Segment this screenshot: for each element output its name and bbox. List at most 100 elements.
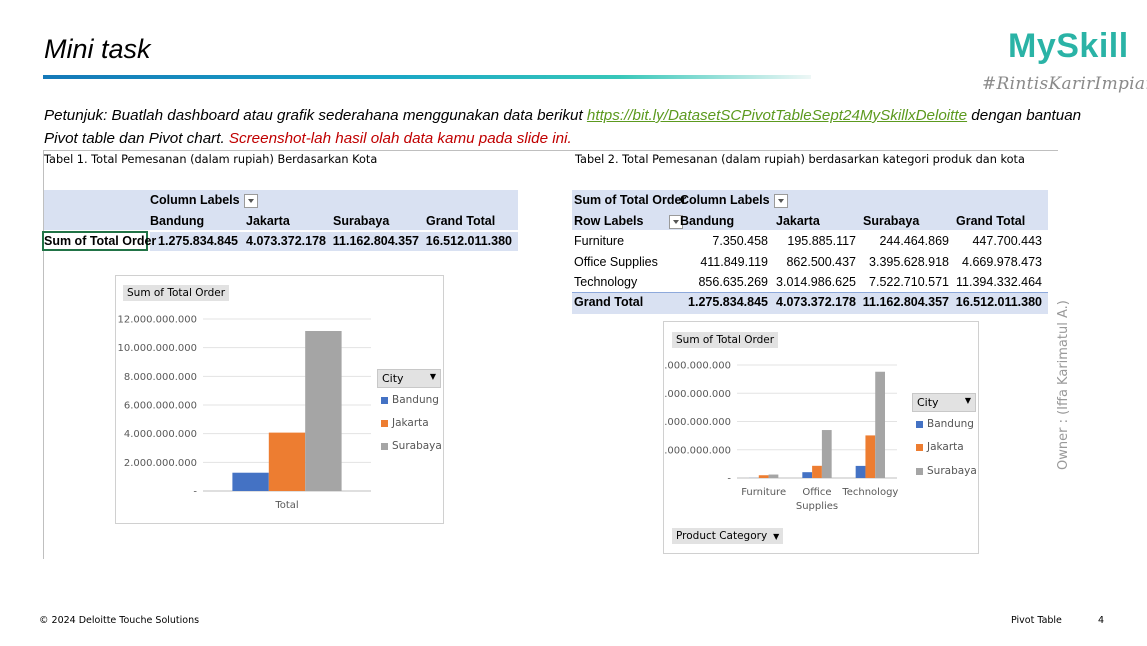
- chart1-legend-title: City: [382, 372, 404, 385]
- legend-swatch-icon: [916, 443, 923, 451]
- table2-cell: 3.395.628.918: [869, 255, 949, 269]
- table1-column-labels[interactable]: Column Labels: [150, 193, 258, 208]
- table2-row-labels[interactable]: Row Labels: [574, 214, 684, 229]
- title-underline: [43, 75, 811, 79]
- chart1-legend-city-dropdown[interactable]: City ▼: [377, 369, 441, 388]
- y-tick-label: 2.000.000.000: [124, 458, 197, 469]
- table2-cell: 244.464.869: [879, 234, 949, 248]
- y-tick-label: -: [727, 474, 731, 485]
- chart2-axis-field-text: Product Category: [676, 530, 768, 542]
- y-tick-label: 2.000.000.000: [664, 445, 731, 456]
- x-tick-label: Total: [274, 500, 298, 511]
- x-tick-label: Office: [802, 487, 831, 498]
- table2-grand-total-all: 16.512.011.380: [955, 295, 1042, 309]
- table2-row-label: Office Supplies: [574, 255, 658, 269]
- chart1-legend-bandung: Bandung: [381, 394, 439, 406]
- myskill-logo: MySkill: [1008, 27, 1129, 65]
- dataset-link[interactable]: https://bit.ly/DatasetSCPivotTableSept24…: [586, 107, 968, 124]
- bar-bandung: [232, 472, 269, 491]
- table2-row-labels-text: Row Labels: [574, 214, 644, 228]
- table1-value-bandung: 1.275.834.845: [158, 234, 238, 248]
- legend-swatch-icon: [916, 420, 923, 428]
- table2-header-jakarta: Jakarta: [776, 214, 820, 228]
- tagline: #RintisKarirImpian: [982, 74, 1147, 94]
- y-tick-label: 8.000.000.000: [124, 372, 197, 383]
- slide-title: Mini task: [44, 34, 151, 64]
- y-tick-label: -: [193, 487, 197, 498]
- bar-surabaya: [768, 474, 779, 478]
- table2-header-bandung: Bandung: [680, 214, 735, 228]
- filter-dropdown-icon[interactable]: [243, 193, 258, 208]
- legend-swatch-icon: [381, 419, 388, 427]
- table2-cell: 7.522.710.571: [869, 275, 949, 289]
- x-tick-label: Supplies: [796, 501, 838, 512]
- table1-value-jakarta: 4.073.372.178: [246, 234, 326, 248]
- x-tick-label: Technology: [841, 487, 898, 498]
- table2-cell: 195.885.117: [787, 234, 856, 248]
- table2-row-label: Furniture: [574, 234, 625, 248]
- chart2-legend-surabaya: Surabaya: [916, 465, 977, 477]
- chart2-legend-title: City: [917, 396, 939, 409]
- table2-cell: 856.635.269: [698, 275, 768, 289]
- table2-cell: 7.350.458: [712, 234, 768, 248]
- table2-grand-total-label: Grand Total: [574, 295, 644, 309]
- pivot-chart-category[interactable]: Sum of Total Order - 2.000.000.000 4.000.0…: [663, 321, 979, 554]
- bar-jakarta: [268, 432, 306, 491]
- table2-grand-total-surabaya: 11.162.804.357: [862, 295, 949, 309]
- table2-column-labels-text: Column Labels: [680, 193, 770, 207]
- bar-bandung: [855, 465, 866, 478]
- chevron-down-icon: ▼: [964, 396, 971, 405]
- table2-grand-total-bandung: 1.275.834.845: [688, 295, 768, 309]
- chart1-plot: - 2.000.000.000 4.000.000.000 6.000.000.000…: [117, 315, 371, 511]
- instruction-text: Petunjuk: Buatlah dashboard atau grafik …: [44, 104, 1084, 150]
- y-tick-label: 6.000.000.000: [124, 401, 197, 412]
- selected-cell[interactable]: [42, 231, 148, 251]
- table1-row-label: Sum of Total Order: [44, 234, 157, 248]
- chart2-legend-city-dropdown[interactable]: City ▼: [912, 393, 976, 412]
- table1-header-surabaya: Surabaya: [333, 214, 390, 228]
- legend-swatch-icon: [381, 396, 388, 404]
- pivot-chart-city[interactable]: Sum of Total Order - 2.000.000.000 4.000.0…: [115, 275, 444, 524]
- table2-cell: 411.849.119: [700, 255, 768, 269]
- instruction-mid: dengan bantuan Pivot table dan Pivot cha…: [44, 107, 1082, 147]
- table2-cell: 11.394.332.464: [956, 275, 1042, 289]
- table1-header-band: [44, 190, 518, 230]
- chart2-plot: - 2.000.000.000 4.000.000.000 6.000.000.000…: [664, 361, 898, 513]
- bar-jakarta: [758, 475, 769, 478]
- y-tick-label: 6.000.000.000: [664, 389, 731, 400]
- bar-surabaya: [305, 330, 342, 491]
- filter-dropdown-icon[interactable]: [773, 193, 788, 208]
- chevron-down-icon: ▼: [773, 532, 780, 541]
- bar-jakarta: [812, 465, 822, 478]
- footer-section: Pivot Table: [1011, 615, 1062, 626]
- table2-cell: 4.669.978.473: [962, 255, 1042, 269]
- y-tick-label: 12.000.000.000: [117, 315, 197, 326]
- bar-jakarta: [865, 435, 876, 478]
- chevron-down-icon: ▼: [429, 372, 436, 381]
- owner-credit: Owner : (Iffa Karimatul A.): [1056, 300, 1071, 470]
- chart2-legend-bandung: Bandung: [916, 418, 974, 430]
- table1-value-surabaya: 11.162.804.357: [332, 234, 419, 248]
- table2-cell: 447.700.443: [972, 234, 1042, 248]
- instruction-screenshot-note: Screenshot-lah hasil olah data kamu pada…: [228, 130, 572, 147]
- table2-sum-label: Sum of Total Order: [574, 193, 687, 207]
- chart1-legend-jakarta: Jakarta: [381, 417, 429, 429]
- bar-bandung: [802, 472, 813, 478]
- table2-cell: 862.500.437: [786, 255, 856, 269]
- instruction-prefix: Petunjuk: Buatlah dashboard atau grafik …: [44, 107, 587, 124]
- x-tick-label: Furniture: [741, 487, 786, 498]
- table2-column-labels[interactable]: Column Labels: [680, 193, 788, 208]
- footer-copyright: © 2024 Deloitte Touche Solutions: [39, 615, 200, 626]
- y-tick-label: 4.000.000.000: [124, 429, 197, 440]
- chart2-axis-field-button[interactable]: Product Category ▼: [672, 528, 784, 544]
- filter-dropdown-icon[interactable]: [669, 214, 684, 229]
- table1-header-bandung: Bandung: [150, 214, 205, 228]
- table1-header-jakarta: Jakarta: [246, 214, 290, 228]
- table1-caption: Tabel 1. Total Pemesanan (dalam rupiah) …: [44, 153, 378, 166]
- chart2-legend-jakarta: Jakarta: [916, 441, 964, 453]
- table2-header-band: [572, 190, 1048, 230]
- table2-header-surabaya: Surabaya: [863, 214, 920, 228]
- chart2-value-field-button[interactable]: Sum of Total Order: [672, 332, 779, 348]
- table1-value-grand-total: 16.512.011.380: [425, 234, 512, 248]
- chart1-value-field-button[interactable]: Sum of Total Order: [123, 285, 230, 301]
